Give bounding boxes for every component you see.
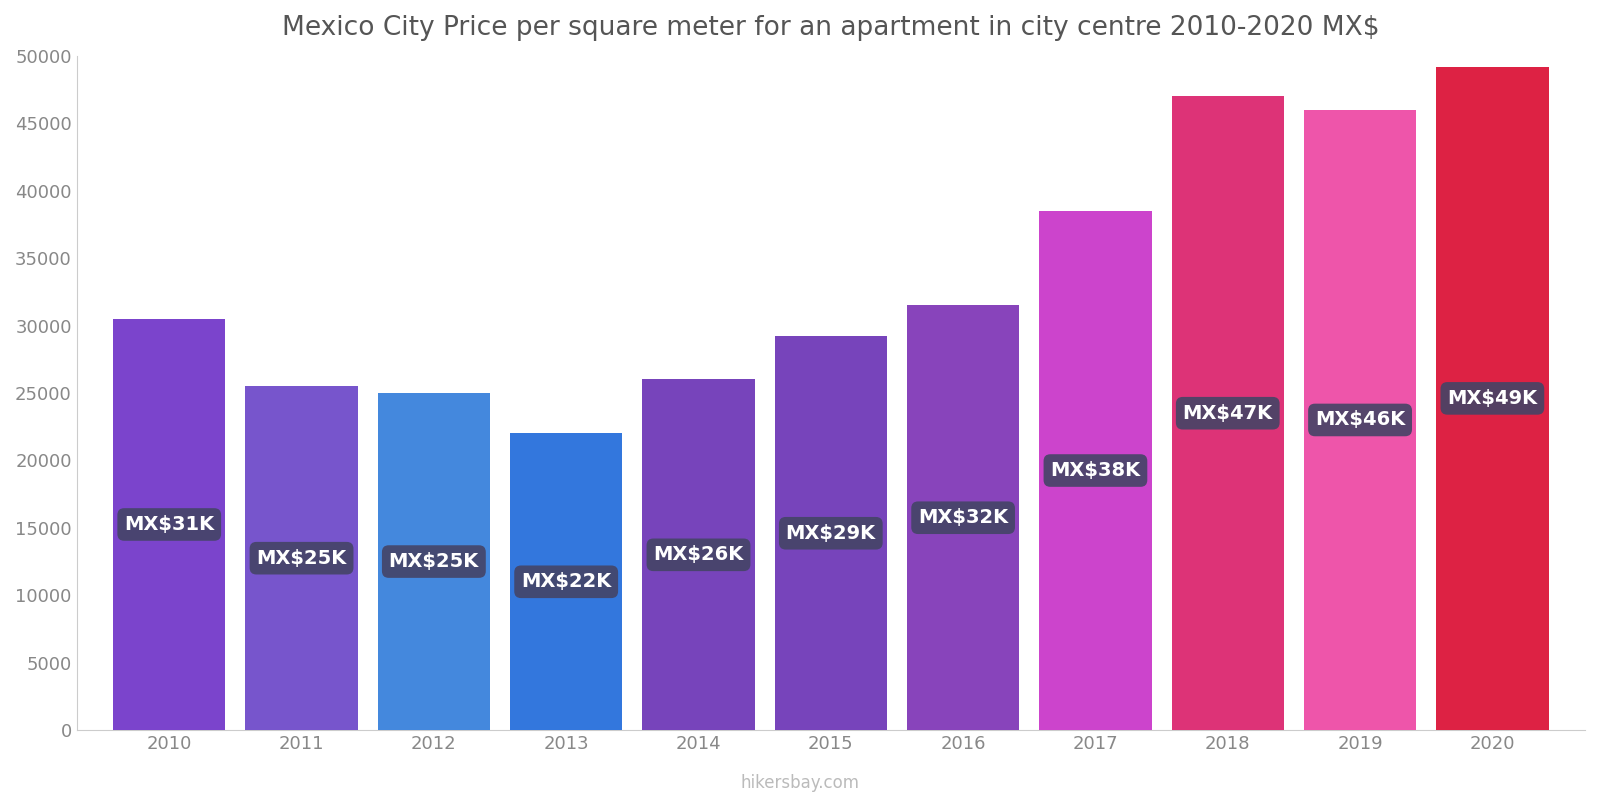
Bar xyxy=(245,386,358,730)
Bar xyxy=(1040,211,1152,730)
Text: MX$46K: MX$46K xyxy=(1315,410,1405,430)
Text: hikersbay.com: hikersbay.com xyxy=(741,774,859,792)
Bar xyxy=(907,306,1019,730)
Bar xyxy=(1304,110,1416,730)
Bar xyxy=(378,393,490,730)
Bar xyxy=(774,336,886,730)
Text: MX$38K: MX$38K xyxy=(1050,461,1141,480)
Text: MX$25K: MX$25K xyxy=(256,549,347,568)
Bar xyxy=(510,434,622,730)
Text: MX$29K: MX$29K xyxy=(786,524,875,542)
Text: MX$25K: MX$25K xyxy=(389,552,478,571)
Text: MX$49K: MX$49K xyxy=(1448,389,1538,408)
Text: MX$47K: MX$47K xyxy=(1182,404,1274,422)
Bar xyxy=(1437,66,1549,730)
Text: MX$26K: MX$26K xyxy=(653,546,744,564)
Bar xyxy=(642,379,755,730)
Text: MX$32K: MX$32K xyxy=(918,508,1008,527)
Bar xyxy=(1171,96,1283,730)
Bar xyxy=(114,319,226,730)
Title: Mexico City Price per square meter for an apartment in city centre 2010-2020 MX$: Mexico City Price per square meter for a… xyxy=(282,15,1379,41)
Text: MX$22K: MX$22K xyxy=(522,572,611,591)
Text: MX$31K: MX$31K xyxy=(125,515,214,534)
